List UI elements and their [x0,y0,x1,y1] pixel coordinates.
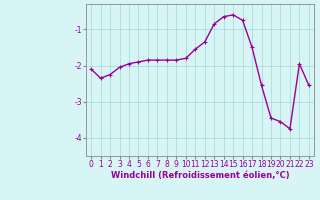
X-axis label: Windchill (Refroidissement éolien,°C): Windchill (Refroidissement éolien,°C) [111,171,289,180]
